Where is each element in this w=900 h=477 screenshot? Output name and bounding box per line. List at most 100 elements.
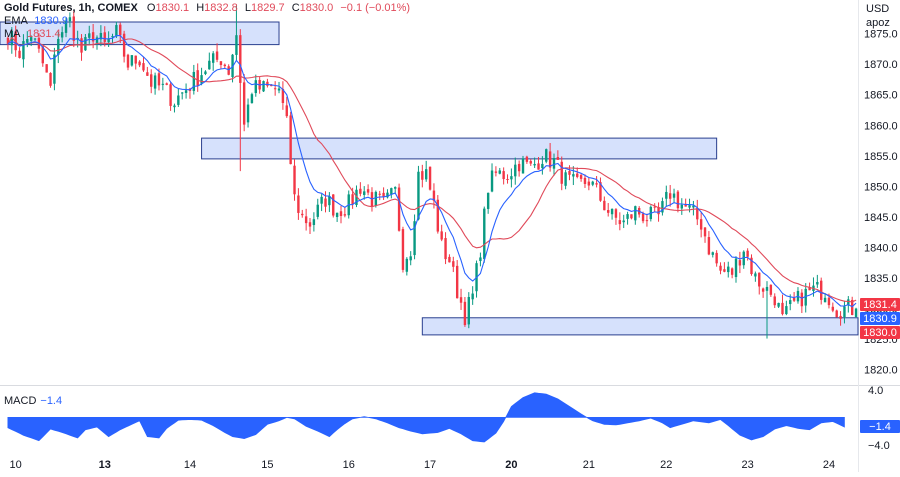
candle-body — [270, 85, 273, 87]
price-badge — [860, 312, 900, 326]
candle-body — [18, 50, 21, 58]
candle-body — [378, 193, 381, 195]
candle-body — [22, 41, 25, 60]
candle-body — [521, 158, 525, 174]
candle-body — [45, 64, 48, 73]
candle-body — [758, 272, 761, 287]
candle-body — [808, 287, 811, 291]
candle-body — [676, 191, 680, 209]
currency-label: USD — [866, 3, 889, 15]
time-axis-ticks[interactable]: 10 13 14 15 16 17 20 21 22 23 24 — [10, 459, 836, 471]
candle-body — [41, 46, 44, 64]
candle-body — [746, 250, 749, 257]
candle-body — [459, 297, 463, 303]
candle-body — [177, 95, 180, 105]
candle-body — [153, 75, 157, 89]
macd-area — [7, 392, 845, 443]
candle-body — [490, 170, 494, 192]
candle-body — [630, 214, 633, 219]
candle-body — [610, 208, 614, 215]
candle-body — [320, 196, 323, 204]
candle-body — [293, 165, 296, 195]
candle-body — [761, 288, 765, 292]
price-badge-label: 1830.0 — [863, 327, 897, 339]
candle-body — [401, 229, 405, 270]
candle-body — [146, 72, 149, 76]
candle-body — [119, 24, 122, 36]
candle-body — [514, 164, 517, 177]
candle-body — [823, 297, 827, 303]
candle-body — [641, 213, 645, 222]
candle-body — [444, 238, 447, 260]
legend-ma-row[interactable]: MA 1831.4 — [4, 28, 410, 41]
candle-body — [390, 188, 393, 195]
candlesticks — [6, 6, 858, 339]
candle-body — [29, 37, 33, 41]
candle-body — [84, 37, 87, 51]
candle-body — [157, 73, 161, 86]
macd-tick-label: −4.0 — [868, 440, 890, 452]
unit-label: apoz — [866, 17, 890, 29]
candle-body — [657, 207, 660, 215]
legend-low-label: L — [244, 2, 251, 14]
candle-body — [227, 66, 230, 75]
ema-line — [7, 34, 857, 308]
candle-body — [455, 265, 459, 299]
price-tick-label: 1840.0 — [864, 243, 898, 255]
legend-symbol[interactable]: Gold Futures, 1h, COMEX — [4, 2, 138, 14]
chart-legend: Gold Futures, 1h, COMEX O1830.1 H1832.8 … — [4, 2, 410, 41]
candle-body — [196, 70, 199, 86]
candle-body — [734, 258, 738, 278]
candle-body — [579, 175, 583, 179]
candle-body — [297, 195, 300, 213]
legend-ema-label: EMA — [4, 15, 28, 27]
candle-body — [599, 182, 602, 201]
macd-legend[interactable]: MACD −1.4 — [4, 395, 62, 407]
candle-body — [363, 191, 366, 195]
candle-body — [517, 163, 521, 172]
legend-high: 1832.8 — [204, 2, 238, 14]
legend-ma-label: MA — [4, 28, 20, 40]
candle-body — [498, 170, 501, 174]
candle-body — [115, 25, 118, 37]
candle-body — [839, 315, 842, 319]
candle-body — [769, 284, 773, 295]
candle-body — [417, 171, 420, 220]
candle-body — [816, 282, 819, 285]
candle-body — [777, 302, 780, 307]
legend-ema-row[interactable]: EMA 1830.9 — [4, 15, 410, 28]
candle-body — [99, 32, 103, 40]
candle-body — [618, 220, 622, 225]
candle-body — [235, 35, 238, 55]
candle-body — [432, 190, 436, 201]
legend-open-label: O — [146, 2, 156, 14]
candle-body — [634, 206, 637, 221]
candle-body — [576, 173, 579, 177]
candle-body — [107, 38, 110, 43]
candle-body — [479, 257, 482, 262]
candle-body — [374, 191, 378, 206]
candle-body — [692, 205, 695, 208]
candle-body — [405, 258, 409, 272]
zone-3 — [421, 317, 859, 336]
price-axis-ticks[interactable]: 1820.01825.01830.01835.01840.01845.01850… — [864, 3, 898, 452]
candle-body — [289, 115, 292, 165]
candle-body — [742, 251, 745, 266]
candle-body — [184, 90, 188, 93]
candle-body — [680, 204, 683, 209]
candle-body — [88, 33, 91, 38]
candle-body — [711, 252, 714, 255]
candle-body — [200, 75, 203, 84]
candle-body — [91, 32, 95, 42]
legend-ohlc-row: Gold Futures, 1h, COMEX O1830.1 H1832.8 … — [4, 2, 410, 15]
price-tick-label: 1860.0 — [864, 120, 898, 132]
macd-badge-label: −1.4 — [869, 421, 891, 433]
candle-body — [614, 209, 618, 218]
price-tick-label: 1845.0 — [864, 212, 898, 224]
candle-body — [626, 214, 629, 219]
candle-body — [781, 302, 784, 315]
candle-body — [773, 296, 776, 306]
